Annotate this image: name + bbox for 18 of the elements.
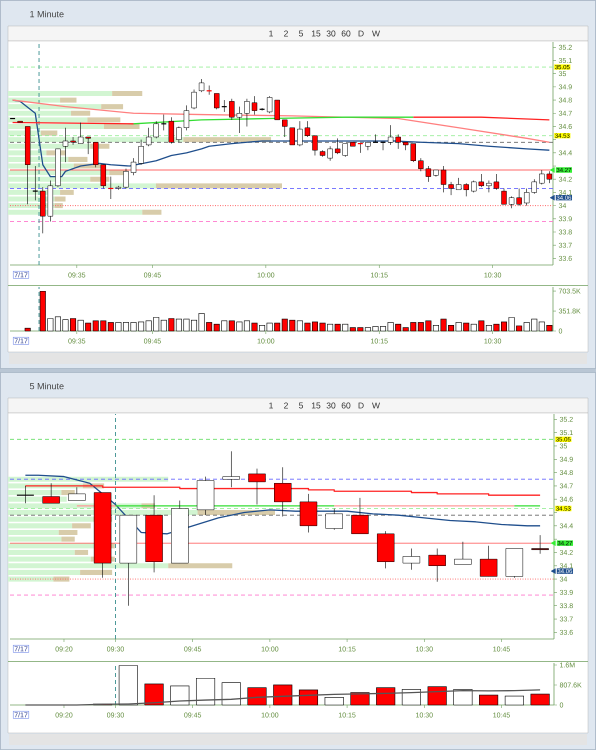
text: D bbox=[358, 30, 364, 36]
text: 2 bbox=[284, 402, 288, 408]
text: W bbox=[372, 402, 380, 408]
text: 15 bbox=[312, 30, 320, 36]
text: 2 bbox=[284, 30, 288, 36]
text: 5 bbox=[298, 402, 304, 408]
chart-title: 1 Minute bbox=[30, 10, 64, 18]
text: D bbox=[358, 402, 364, 408]
text: 30 bbox=[326, 402, 336, 408]
text: W bbox=[372, 30, 380, 36]
text: 5 bbox=[298, 30, 304, 36]
text: 30 bbox=[326, 30, 336, 37]
chart-title: 5 Minute bbox=[30, 382, 64, 390]
text: 1 bbox=[269, 30, 273, 36]
text: 15 bbox=[312, 402, 320, 408]
text: 1 bbox=[269, 402, 273, 408]
text: 60 bbox=[342, 402, 350, 408]
text: 60 bbox=[342, 30, 350, 37]
